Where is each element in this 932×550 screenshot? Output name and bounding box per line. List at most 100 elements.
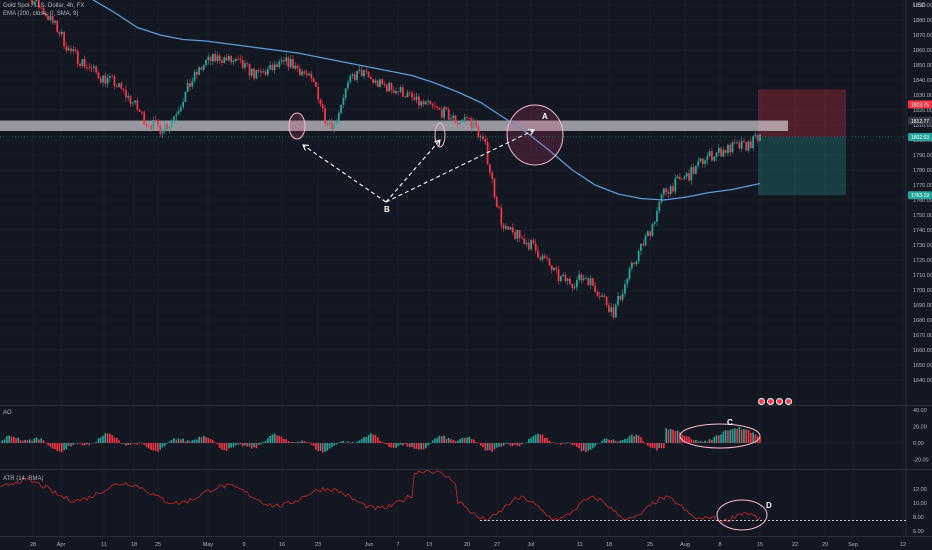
candle-body	[546, 257, 549, 259]
ao-bar	[429, 443, 432, 445]
candle-body	[321, 104, 324, 109]
ao-bar	[539, 434, 542, 443]
ao-legend: AO	[3, 410, 12, 416]
ao-bar	[271, 434, 274, 443]
ao-bar	[392, 443, 395, 448]
event-marker-icon[interactable]	[776, 398, 783, 405]
ao-bar	[447, 437, 450, 443]
ao-bar	[115, 437, 118, 443]
candle-body	[438, 107, 441, 110]
ao-bar	[544, 437, 546, 443]
ao-bar	[10, 436, 13, 443]
ao-bar	[418, 443, 420, 450]
price-label-target	[908, 191, 932, 200]
ao-bar	[170, 439, 173, 443]
candle-body	[541, 255, 544, 260]
ao-bar	[127, 443, 129, 445]
candle-body	[518, 230, 521, 238]
event-markers[interactable]	[758, 398, 792, 405]
candles	[31, 0, 761, 320]
ao-tick-label: -20.00	[913, 458, 929, 464]
ao-bar	[614, 440, 617, 443]
event-marker-icon[interactable]	[758, 398, 765, 405]
arrow-head	[434, 139, 441, 147]
ao-bar	[28, 439, 31, 443]
ao-bar	[475, 441, 477, 443]
candle-body	[456, 122, 459, 125]
candle-body	[358, 69, 361, 71]
ao-bar	[541, 434, 544, 443]
ao-bar	[489, 443, 491, 451]
ao-bar	[79, 442, 81, 444]
ao-bar	[550, 442, 553, 443]
candle-body	[102, 75, 104, 83]
event-marker-icon[interactable]	[785, 398, 792, 405]
candle-body	[566, 278, 569, 281]
candle-body	[58, 31, 61, 35]
ao-bar	[729, 429, 732, 443]
candle-body	[500, 208, 503, 225]
candle-body	[662, 188, 665, 195]
candle-body	[74, 49, 77, 52]
candle-body	[390, 83, 393, 91]
ao-bar	[191, 440, 194, 443]
ao-bar	[608, 439, 610, 443]
ao-bar	[248, 443, 251, 447]
ao-bar	[525, 442, 528, 443]
candle-body	[221, 61, 223, 64]
ao-bar	[459, 438, 461, 443]
ao-bar	[603, 438, 606, 443]
ao-bar	[296, 441, 299, 443]
ao-bar	[337, 442, 340, 444]
ao-bar	[402, 443, 404, 446]
candle-body	[624, 284, 626, 294]
candle-body	[587, 278, 590, 286]
candle-body	[459, 122, 462, 125]
ao-bar	[482, 443, 484, 448]
candle-body	[667, 192, 670, 195]
ao-bar	[31, 440, 33, 443]
ao-bar	[610, 439, 613, 443]
candle-body	[49, 15, 52, 21]
candle-body	[383, 84, 386, 86]
y-tick-label: 1860.00	[913, 48, 932, 54]
ao-bar	[214, 442, 216, 443]
ao-bar	[653, 443, 656, 449]
ao-bar	[106, 433, 109, 443]
ao-bar	[759, 436, 761, 443]
ao-bar	[246, 443, 249, 447]
ao-bar	[175, 439, 178, 443]
ao-bar	[532, 435, 535, 443]
candle-body	[495, 197, 498, 207]
candle-body	[38, 0, 40, 8]
ao-bar	[658, 443, 661, 448]
candle-body	[395, 91, 397, 94]
candle-body	[65, 46, 68, 51]
ao-bar	[209, 439, 212, 443]
ao-bar	[743, 429, 745, 443]
ao-bar	[111, 434, 113, 443]
price-label-text: 1812.77	[911, 119, 929, 125]
ao-bar	[738, 427, 741, 443]
candle-body	[202, 65, 205, 70]
ao-bar	[715, 435, 718, 443]
ao-bar	[635, 434, 638, 443]
candle-body	[225, 57, 228, 61]
ao-bar	[711, 439, 713, 443]
candle-body	[303, 71, 306, 74]
ao-bar	[601, 440, 603, 443]
candle-body	[310, 73, 313, 79]
candle-body	[413, 97, 416, 100]
x-tick-label: 28	[30, 542, 36, 548]
ao-bar	[6, 436, 8, 443]
ao-tick-label: 40.00	[913, 408, 927, 414]
candle-body	[298, 68, 301, 75]
candle-body	[553, 267, 555, 271]
ao-bar	[287, 440, 290, 443]
candle-body	[731, 142, 734, 153]
dashed-arrow	[385, 139, 441, 203]
candle-body	[111, 76, 114, 78]
event-marker-icon[interactable]	[767, 398, 774, 405]
candle-body	[575, 279, 578, 288]
